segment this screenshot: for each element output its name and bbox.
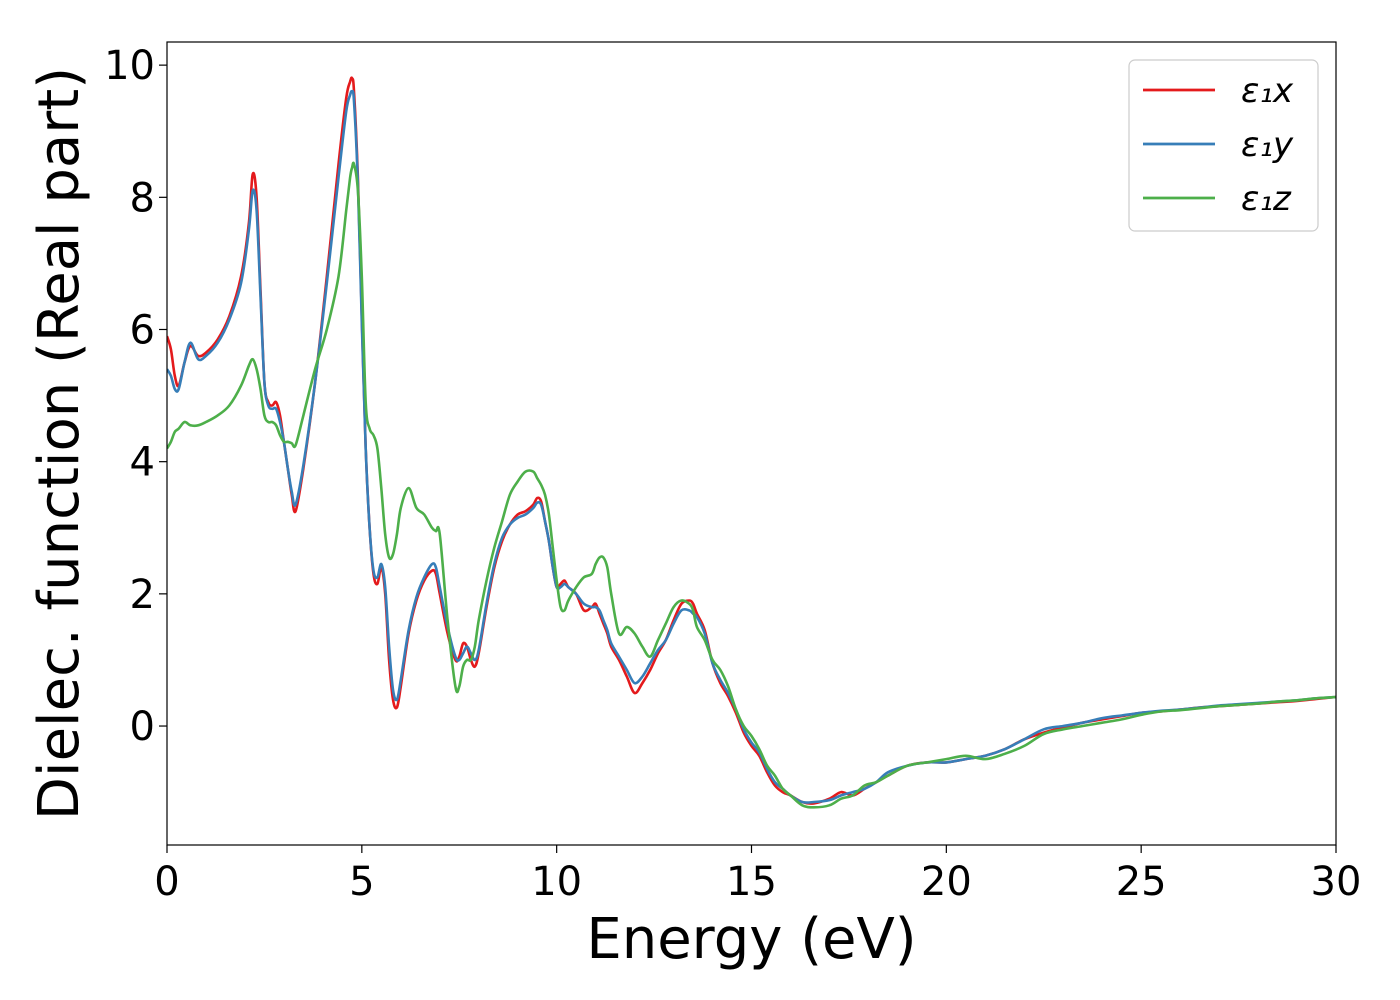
x-tick-label: 25 bbox=[1116, 859, 1167, 905]
x-axis-label: Energy (eV) bbox=[586, 907, 916, 972]
y-axis: 0 2 4 6 8 10 bbox=[104, 43, 167, 750]
y-axis-label: Dielec. function (Real part) bbox=[27, 67, 92, 820]
legend: ε₁x ε₁y ε₁z bbox=[1128, 59, 1319, 232]
legend-box bbox=[1128, 59, 1319, 232]
y-tick-label: 2 bbox=[130, 572, 155, 618]
legend-label: ε₁z bbox=[1241, 179, 1292, 219]
x-tick-label: 30 bbox=[1311, 859, 1362, 905]
series-line-3 bbox=[167, 161, 1336, 809]
x-tick-label: 0 bbox=[154, 859, 179, 905]
y-tick-label: 4 bbox=[130, 440, 155, 486]
x-axis: 0 5 10 15 20 25 30 bbox=[154, 845, 1361, 905]
x-tick-label: 5 bbox=[349, 859, 374, 905]
y-tick-label: 0 bbox=[130, 704, 155, 750]
legend-label: ε₁y bbox=[1241, 125, 1294, 165]
x-tick-label: 20 bbox=[921, 859, 972, 905]
y-tick-label: 10 bbox=[104, 43, 155, 89]
y-tick-label: 8 bbox=[130, 175, 155, 221]
x-tick-label: 15 bbox=[726, 859, 777, 905]
legend-label: ε₁x bbox=[1241, 71, 1294, 111]
x-tick-label: 10 bbox=[531, 859, 582, 905]
y-tick-label: 6 bbox=[130, 307, 155, 353]
series-line-2 bbox=[167, 89, 1336, 804]
series-lines bbox=[167, 76, 1336, 809]
